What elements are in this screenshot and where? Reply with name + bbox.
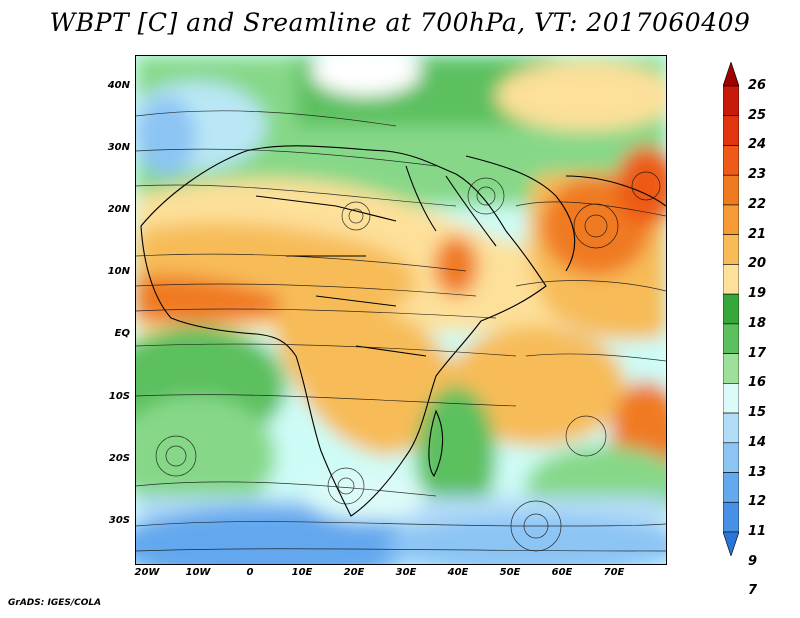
colorbar-swatch <box>722 412 740 444</box>
colorbar-top-triangle <box>722 61 740 87</box>
lon-label-20e: 20E <box>343 567 365 578</box>
lon-label-40e: 40E <box>447 567 469 578</box>
colorbar-label: 24 <box>748 137 767 153</box>
colorbar-swatch <box>722 264 740 295</box>
lat-label-20n: 20N <box>107 204 130 215</box>
colorbar-swatch <box>722 204 740 235</box>
coastlines <box>140 145 666 517</box>
lon-label-70e: 70E <box>603 567 625 578</box>
colorbar-label: 17 <box>748 345 767 361</box>
colorbar-swatch <box>722 145 740 176</box>
lat-label-10s: 10S <box>108 391 130 402</box>
colorbar-label: 18 <box>748 315 767 331</box>
colorbar-swatch <box>722 293 740 325</box>
lat-label-eq: EQ <box>114 328 130 339</box>
colorbar-swatch <box>722 323 740 354</box>
lon-label-20w: 20W <box>134 567 160 578</box>
colorbar-swatch <box>722 115 740 146</box>
colorbar-swatches <box>722 61 740 557</box>
lat-label-30s: 30S <box>108 515 130 526</box>
colorbar-label: 25 <box>748 107 767 123</box>
colorbar-label: 12 <box>748 494 767 510</box>
lon-label-10w: 10W <box>185 567 211 578</box>
lon-label-0: 0 <box>246 567 254 578</box>
colorbar-swatch <box>722 174 740 206</box>
streamlines <box>136 110 666 552</box>
lon-label-60e: 60E <box>551 567 573 578</box>
colorbar-bottom-triangle <box>722 531 740 557</box>
lat-label-10n: 10N <box>107 266 130 277</box>
colorbar-swatch <box>722 85 740 117</box>
colorbar-label: 9 <box>748 553 758 569</box>
colorbar-label: 20 <box>748 256 767 272</box>
credit-text: GrADS: IGES/COLA <box>8 598 102 608</box>
colorbar-label: 19 <box>748 286 767 302</box>
colorbar-label: 15 <box>748 405 767 421</box>
map-panel[interactable] <box>135 55 667 565</box>
lon-label-50e: 50E <box>499 567 521 578</box>
colorbar-label: 16 <box>748 375 767 391</box>
colorbar-label: 21 <box>748 226 767 242</box>
lat-label-20s: 20S <box>108 453 130 464</box>
colorbar-swatch <box>722 501 740 533</box>
lon-label-30e: 30E <box>395 567 417 578</box>
lon-label-10e: 10E <box>291 567 313 578</box>
colorbar-swatch <box>722 383 740 414</box>
colorbar <box>722 61 740 557</box>
colorbar-label: 23 <box>748 167 767 183</box>
map-title: WBPT [C] and Sreamline at 700hPa, VT: 20… <box>49 8 751 37</box>
colorbar-swatch <box>722 472 740 503</box>
lat-label-30n: 30N <box>107 142 130 153</box>
colorbar-swatch <box>722 442 740 473</box>
colorbar-label: 13 <box>748 464 767 480</box>
colorbar-label: 11 <box>748 524 767 539</box>
colorbar-label: 14 <box>748 434 767 450</box>
colorbar-swatch <box>722 353 740 384</box>
colorbar-label: 22 <box>748 196 767 212</box>
wbpt-shading <box>136 56 666 564</box>
colorbar-label: 7 <box>748 583 758 599</box>
colorbar-label: 26 <box>748 78 767 93</box>
lat-label-40n: 40N <box>107 80 130 91</box>
colorbar-swatch <box>722 234 740 265</box>
